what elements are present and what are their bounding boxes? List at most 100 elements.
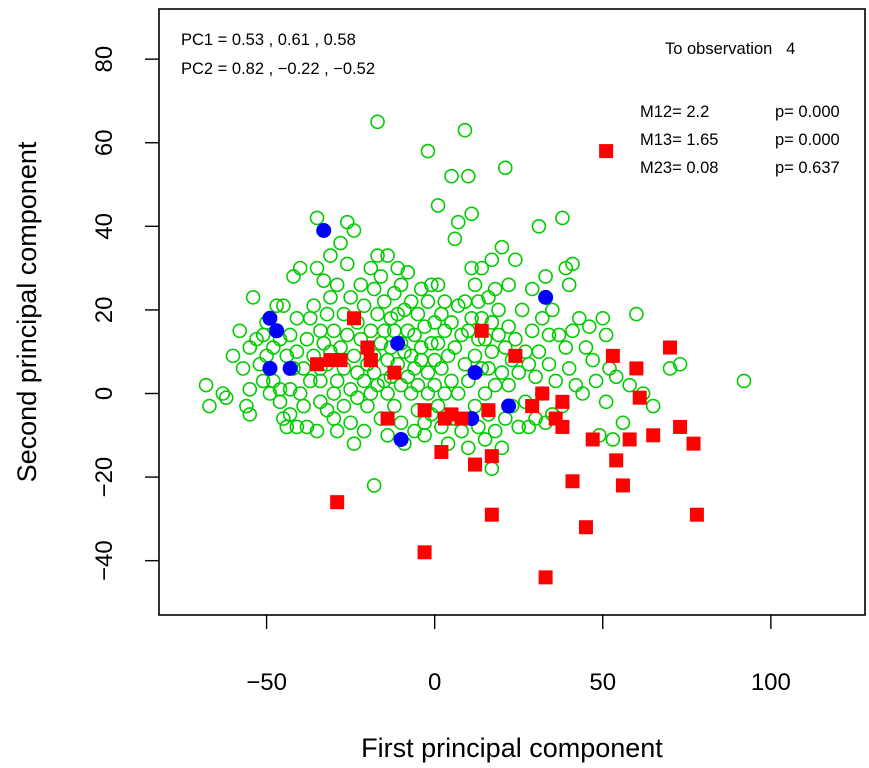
filled-circle-point bbox=[269, 323, 285, 339]
open-circle-point bbox=[323, 248, 338, 263]
open-circle-point bbox=[521, 356, 537, 372]
open-circle-point bbox=[447, 231, 463, 247]
open-circle-point bbox=[501, 377, 516, 393]
filled-square-point bbox=[673, 419, 688, 434]
open-circle-point bbox=[430, 198, 446, 213]
pc1-annotation: PC1 = 0.53 , 0.61 , 0.58 bbox=[181, 31, 356, 49]
filled-circle-point bbox=[262, 310, 278, 326]
filled-square-point bbox=[632, 390, 647, 405]
open-circle-point bbox=[313, 373, 328, 389]
open-circle-point bbox=[245, 290, 261, 305]
open-circle-point bbox=[578, 340, 594, 355]
filled-square-point bbox=[484, 449, 499, 464]
open-circle-point bbox=[629, 306, 644, 322]
y-tick-label: 20 bbox=[91, 297, 118, 324]
open-circle-point bbox=[417, 319, 432, 334]
open-circle-point bbox=[568, 377, 584, 393]
open-circle-point bbox=[464, 260, 479, 276]
open-circle-point bbox=[588, 373, 604, 389]
open-circle-point bbox=[410, 377, 426, 393]
open-circle-point bbox=[571, 310, 587, 326]
open-circle-point bbox=[326, 323, 342, 339]
open-circle-point bbox=[497, 340, 513, 355]
open-circle-point bbox=[407, 327, 422, 343]
filled-square-point bbox=[454, 411, 469, 426]
open-circle-point bbox=[420, 365, 436, 380]
open-circle-point bbox=[403, 386, 419, 401]
filled-square-point bbox=[363, 353, 378, 368]
open-circle-point bbox=[528, 369, 543, 385]
filled-square-point bbox=[689, 507, 704, 522]
open-circle-point bbox=[595, 310, 611, 326]
open-circle-point bbox=[541, 327, 557, 343]
open-circle-point bbox=[387, 398, 402, 414]
open-circle-point bbox=[484, 315, 500, 330]
open-circle-point bbox=[558, 340, 574, 355]
open-circle-point bbox=[484, 252, 500, 268]
filled-square-point bbox=[310, 357, 325, 372]
open-circle-point bbox=[434, 361, 449, 376]
to-observation-annotation: To observation 4 bbox=[665, 40, 795, 58]
filled-square-point bbox=[578, 520, 593, 535]
open-circle-point bbox=[380, 248, 395, 263]
open-circle-point bbox=[296, 361, 311, 376]
open-circle-point bbox=[491, 302, 506, 318]
open-circle-point bbox=[403, 294, 419, 309]
open-circle-point bbox=[363, 323, 379, 339]
open-circle-point bbox=[346, 348, 362, 364]
open-circle-point bbox=[538, 269, 553, 284]
open-circle-point bbox=[598, 394, 614, 410]
open-circle-point bbox=[494, 440, 510, 456]
filled-square-point bbox=[484, 507, 499, 522]
filled-square-point bbox=[380, 411, 395, 426]
open-circle-point bbox=[497, 411, 513, 426]
open-circle-point bbox=[400, 264, 416, 280]
open-circle-point bbox=[430, 277, 446, 293]
open-circle-point bbox=[316, 336, 332, 351]
open-circle-point bbox=[420, 386, 436, 401]
filled-square-point bbox=[646, 428, 661, 443]
open-circle-point bbox=[313, 394, 328, 410]
m13-pvalue: p= 0.000 bbox=[775, 131, 840, 149]
open-circle-point bbox=[329, 373, 345, 389]
open-circle-point bbox=[413, 281, 429, 297]
open-circle-point bbox=[326, 386, 342, 401]
open-circle-point bbox=[407, 361, 422, 376]
filled-circle-point bbox=[467, 365, 483, 381]
x-tick-label: 0 bbox=[428, 669, 441, 696]
open-circle-point bbox=[387, 285, 402, 301]
filled-square-point bbox=[434, 445, 449, 460]
open-circle-point bbox=[484, 461, 500, 477]
open-circle-point bbox=[242, 382, 258, 397]
open-circle-point bbox=[545, 302, 560, 318]
open-circle-point bbox=[353, 277, 369, 293]
open-circle-point bbox=[460, 440, 476, 456]
open-circle-point bbox=[346, 223, 362, 238]
open-circle-point bbox=[467, 348, 483, 364]
x-tick-label: 50 bbox=[589, 669, 616, 696]
open-circle-point bbox=[366, 478, 382, 493]
open-circle-point bbox=[440, 348, 456, 364]
filled-square-point bbox=[555, 394, 570, 409]
open-circle-point bbox=[343, 382, 358, 397]
open-circle-point bbox=[336, 398, 352, 414]
x-axis-title: First principal component bbox=[361, 733, 663, 763]
open-circle-point bbox=[420, 143, 436, 159]
open-circle-point bbox=[605, 432, 621, 447]
open-circle-point bbox=[286, 269, 301, 284]
open-circle-point bbox=[289, 344, 305, 360]
open-circle-point bbox=[575, 386, 590, 401]
open-circle-point bbox=[551, 327, 567, 343]
open-circle-point bbox=[370, 306, 385, 322]
open-circle-point bbox=[215, 386, 231, 401]
open-circle-point bbox=[511, 365, 527, 380]
open-circle-point bbox=[477, 386, 493, 401]
open-circle-point bbox=[420, 294, 436, 309]
open-circle-point bbox=[602, 361, 617, 376]
open-circle-point bbox=[339, 327, 355, 343]
open-circle-point bbox=[474, 260, 490, 276]
filled-square-point bbox=[330, 495, 345, 510]
open-circle-point bbox=[380, 427, 395, 443]
filled-square-point bbox=[622, 432, 637, 447]
filled-square-point bbox=[525, 399, 540, 414]
